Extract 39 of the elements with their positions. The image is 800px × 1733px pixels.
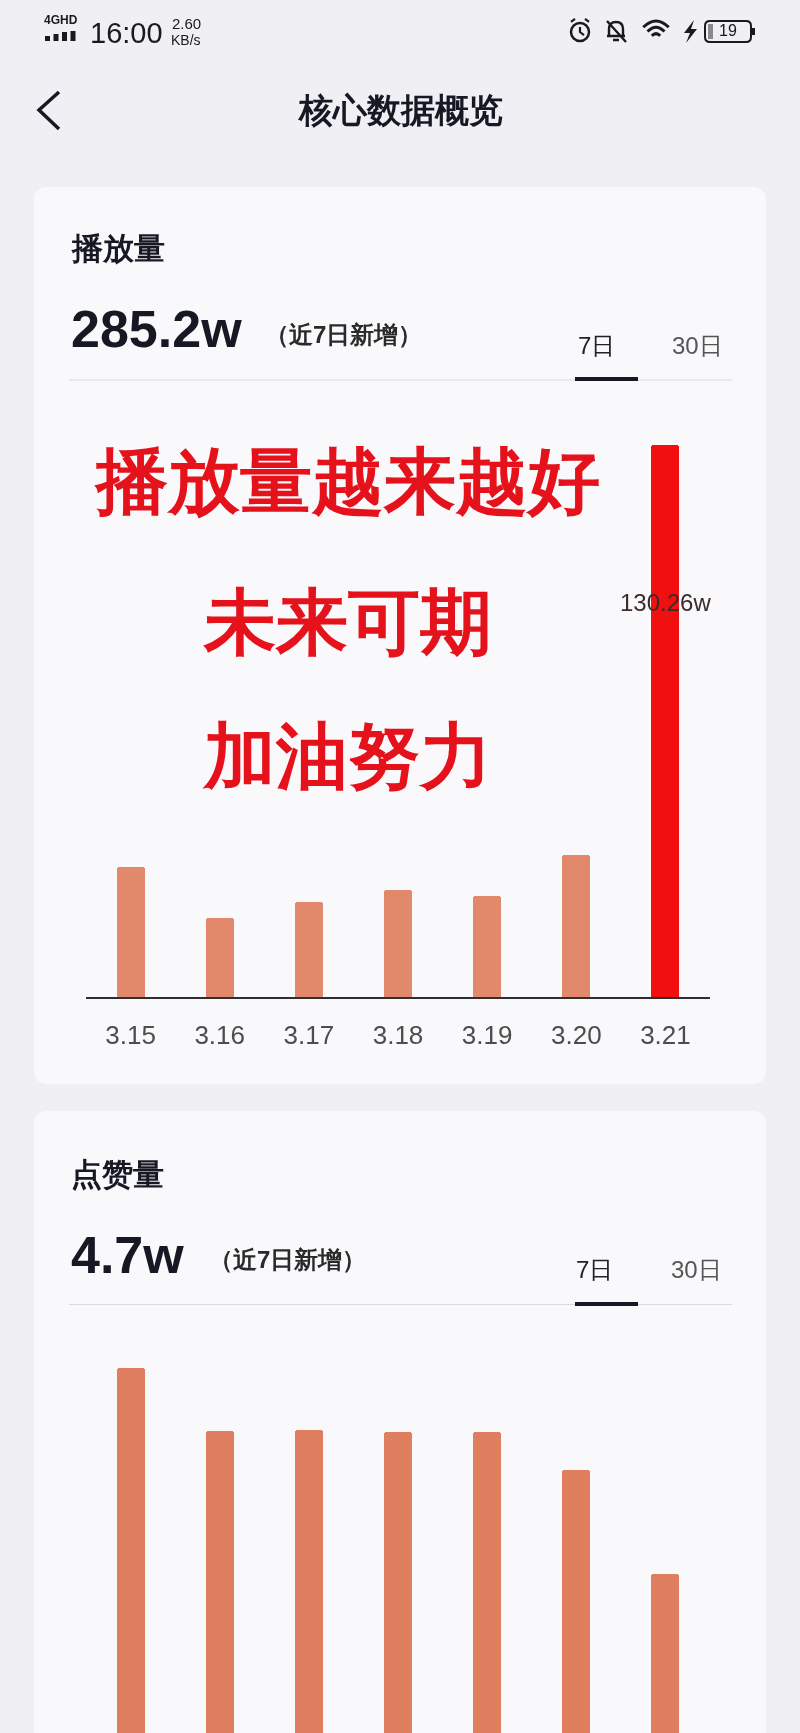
chart-subtitle: 285.2w <box>71 300 243 358</box>
bar <box>473 896 501 997</box>
x-tick-label: 3.18 <box>372 1020 424 1051</box>
text: 30日 <box>671 1256 722 1283</box>
text: 核心数据概览 <box>297 91 503 129</box>
bar <box>651 1574 679 1733</box>
text: 7日 <box>576 1256 614 1283</box>
chart-title: 播放量 <box>71 231 165 266</box>
chart-title: 点赞量 <box>71 1157 164 1192</box>
bar <box>295 902 323 997</box>
bar <box>295 1430 323 1733</box>
bar <box>562 855 590 997</box>
bar <box>206 1431 234 1733</box>
bar <box>562 1470 590 1733</box>
text: 16:00 <box>90 17 163 49</box>
chart-subtitle: 4.7w <box>71 1226 185 1284</box>
bar <box>117 867 145 997</box>
text: 4GHD <box>44 13 78 27</box>
annotation: 未来可期 <box>203 582 492 662</box>
text: 2.60 <box>172 15 202 32</box>
bar <box>384 1432 412 1733</box>
bar <box>384 890 412 997</box>
text: 7日 <box>578 332 616 359</box>
text: KB/s <box>171 32 201 48</box>
bar <box>206 918 234 997</box>
text: （近7日新增） <box>209 1246 367 1273</box>
text: 19 <box>719 22 737 39</box>
x-tick-label: 3.16 <box>194 1020 246 1051</box>
annotation: 加油努力 <box>202 716 492 796</box>
text: 30日 <box>672 332 723 359</box>
text: （近7日新增） <box>265 321 423 348</box>
x-tick-label: 3.21 <box>640 1020 691 1051</box>
bar <box>473 1432 501 1733</box>
x-tick-label: 3.19 <box>461 1020 513 1051</box>
x-tick-label: 3.20 <box>550 1020 602 1051</box>
annotation: 播放量越来越好 <box>94 441 600 521</box>
x-tick-label: 3.15 <box>105 1020 156 1051</box>
bar <box>117 1368 145 1733</box>
x-tick-label: 3.17 <box>283 1020 335 1051</box>
